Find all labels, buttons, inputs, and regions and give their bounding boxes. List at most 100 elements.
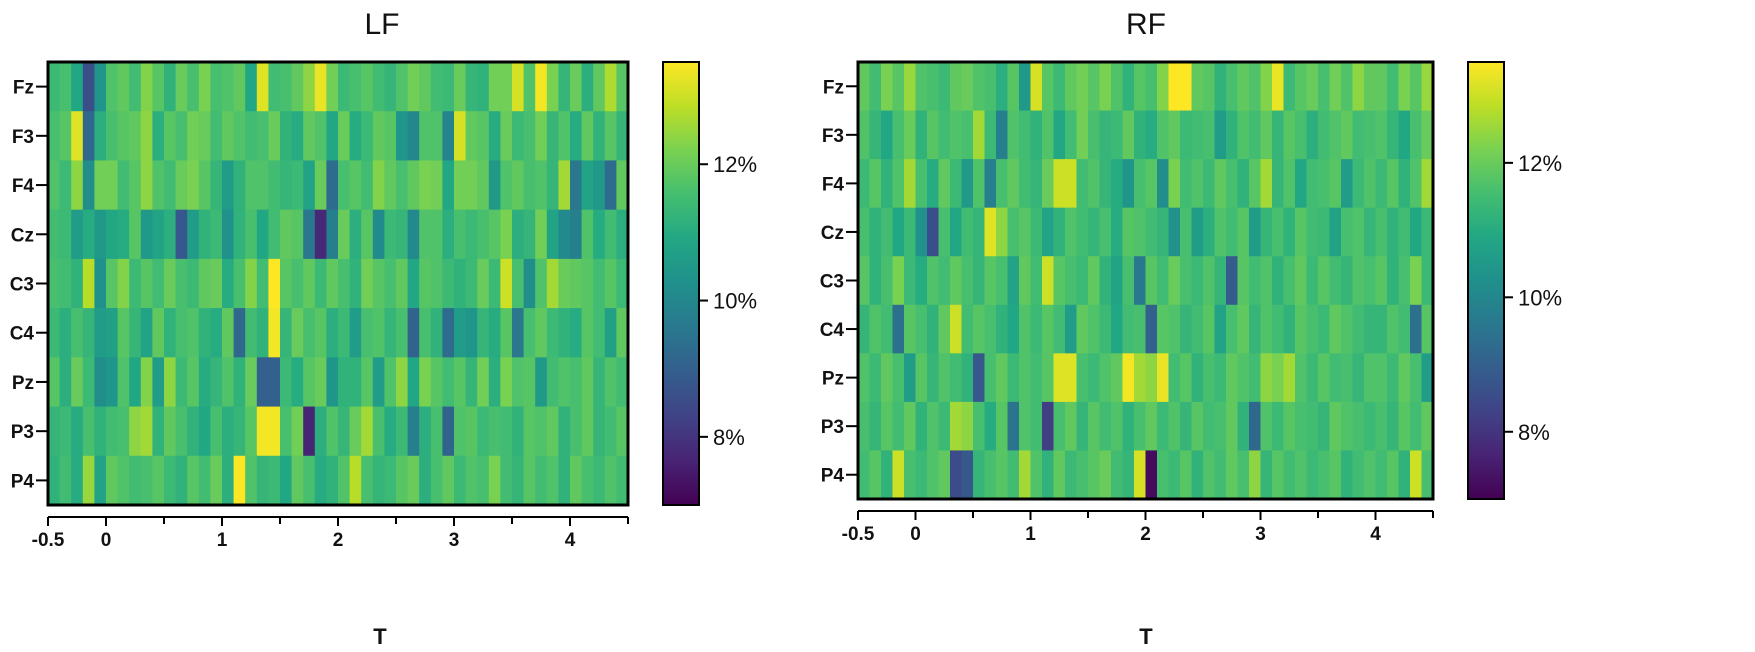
heatmap-cell xyxy=(950,353,963,403)
rf-title: RF xyxy=(1126,8,1166,41)
heatmap-cell xyxy=(500,160,513,211)
heatmap-cell xyxy=(465,111,478,162)
heatmap-cell xyxy=(869,304,882,354)
heatmap-cell xyxy=(570,308,583,358)
heatmap-cell xyxy=(303,357,316,408)
heatmap-cell xyxy=(858,450,871,500)
heatmap-cell xyxy=(361,357,374,408)
heatmap-cell xyxy=(233,258,246,309)
heatmap-cell xyxy=(338,209,351,260)
heatmap-cell xyxy=(1099,256,1112,306)
heatmap-cell xyxy=(349,258,362,309)
heatmap-cell xyxy=(1203,62,1216,112)
heatmap-cell xyxy=(500,258,513,309)
heatmap-cell xyxy=(581,406,594,457)
heatmap-cell xyxy=(488,357,501,408)
heatmap-cell xyxy=(1180,110,1193,160)
heatmap-cell xyxy=(198,258,211,309)
heatmap-cell xyxy=(477,209,490,260)
heatmap-cell xyxy=(858,256,871,306)
heatmap-cell xyxy=(129,258,142,309)
heatmap-cell xyxy=(245,455,258,506)
heatmap-cell xyxy=(372,160,385,211)
heatmap-cell xyxy=(1111,256,1124,306)
heatmap-cell xyxy=(1283,62,1296,112)
heatmap-cell xyxy=(892,401,905,452)
heatmap-cell xyxy=(1352,256,1365,306)
heatmap-cell xyxy=(1099,401,1112,452)
y-tick-label: F3 xyxy=(822,126,844,147)
x-tick-label: 3 xyxy=(1255,524,1266,545)
heatmap-cell xyxy=(465,455,478,506)
heatmap-cell xyxy=(1283,256,1296,306)
heatmap-cell xyxy=(140,308,153,358)
heatmap-cell xyxy=(164,62,177,112)
heatmap-cell xyxy=(927,353,940,403)
lf-chart: LF Fz F3 F4 Cz C3 C4 Pz P3 P4 -0.5 0 1 2 3 4 T 8% 10% 1… xyxy=(10,8,757,649)
heatmap-cell xyxy=(1341,450,1354,500)
heatmap-cell xyxy=(1249,353,1262,403)
heatmap-cell xyxy=(1398,450,1411,500)
heatmap-cell xyxy=(222,209,235,260)
heatmap-cell xyxy=(546,406,559,457)
heatmap-cell xyxy=(430,160,443,211)
heatmap-cell xyxy=(164,406,177,457)
heatmap-cell xyxy=(372,62,385,112)
heatmap-cell xyxy=(129,455,142,506)
y-tick-label: F4 xyxy=(12,176,35,197)
heatmap-cell xyxy=(82,209,95,260)
heatmap-cell xyxy=(570,209,583,260)
heatmap-cell xyxy=(1203,159,1216,209)
heatmap-cell xyxy=(454,406,467,457)
heatmap-cell xyxy=(117,111,130,162)
heatmap-cell xyxy=(48,209,61,260)
heatmap-cell xyxy=(488,455,501,506)
heatmap-cell xyxy=(280,357,293,408)
heatmap-cell xyxy=(500,455,513,506)
heatmap-cell xyxy=(1134,353,1147,403)
heatmap-cell xyxy=(904,401,917,452)
heatmap-cell xyxy=(314,357,327,408)
heatmap-cell xyxy=(384,406,397,457)
heatmap-cell xyxy=(291,258,304,309)
heatmap-cell xyxy=(1237,401,1250,452)
heatmap-cell xyxy=(1364,256,1377,306)
heatmap-cell xyxy=(1398,401,1411,452)
heatmap-cell xyxy=(256,209,269,260)
heatmap-cell xyxy=(1076,304,1089,354)
heatmap-cell xyxy=(1341,353,1354,403)
heatmap-cell xyxy=(71,357,84,408)
heatmap-cell xyxy=(71,62,84,112)
heatmap-cell xyxy=(129,62,142,112)
heatmap-cell xyxy=(430,455,443,506)
lf-colorbar: 8% 10% 12% xyxy=(662,61,757,506)
heatmap-cell xyxy=(187,455,200,506)
heatmap-cell xyxy=(396,160,409,211)
heatmap-cell xyxy=(140,62,153,112)
heatmap-cell xyxy=(996,159,1009,209)
heatmap-cell xyxy=(407,406,420,457)
heatmap-cell xyxy=(488,62,501,112)
heatmap-cell xyxy=(291,209,304,260)
heatmap-cell xyxy=(1111,401,1124,452)
heatmap-cell xyxy=(175,357,188,408)
heatmap-cell xyxy=(419,308,432,358)
heatmap-cell xyxy=(1329,353,1342,403)
heatmap-cell xyxy=(1375,110,1388,160)
heatmap-cell xyxy=(245,160,258,211)
heatmap-cell xyxy=(1260,110,1273,160)
heatmap-cell xyxy=(904,62,917,112)
heatmap-cell xyxy=(558,455,571,506)
heatmap-cell xyxy=(1088,159,1101,209)
heatmap-cell xyxy=(1111,110,1124,160)
heatmap-cell xyxy=(996,353,1009,403)
heatmap-cell xyxy=(570,455,583,506)
heatmap-cell xyxy=(1007,256,1020,306)
heatmap-cell xyxy=(82,160,95,211)
heatmap-cell xyxy=(1157,450,1170,500)
heatmap-cell xyxy=(48,357,61,408)
heatmap-cell xyxy=(175,455,188,506)
heatmap-cell xyxy=(1053,353,1066,403)
heatmap-cell xyxy=(152,209,165,260)
heatmap-cell xyxy=(1042,304,1055,354)
